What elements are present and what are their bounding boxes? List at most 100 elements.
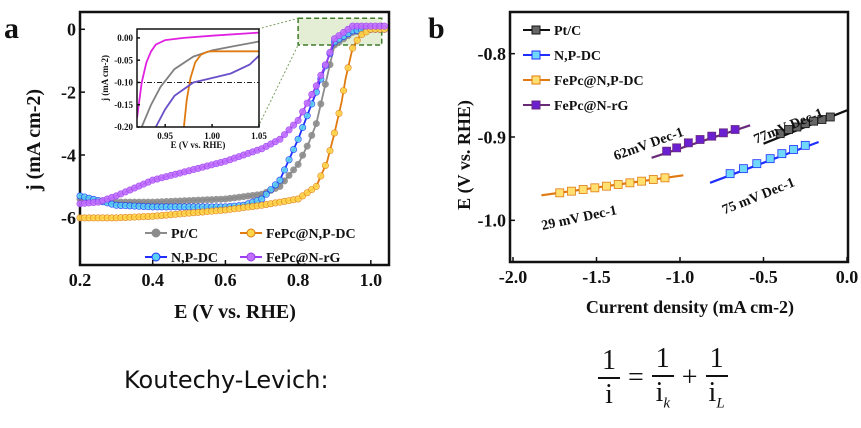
data-point [303,99,311,107]
x-tick-label: 0.2 [69,270,92,290]
x-tick-label: 1.0 [360,270,383,290]
data-point [294,116,302,124]
slope-label: 77mV Dec-1 [752,106,826,147]
data-point [719,128,728,138]
y-tick-label: -2 [61,82,76,102]
legend-marker [246,228,256,238]
panel-label-a: a [4,12,19,45]
y-tick-label: -0.9 [478,127,507,147]
x-tick-label: -1.0 [666,267,695,287]
data-point [299,151,307,159]
zoom-connector [257,44,299,128]
data-point [276,176,284,184]
fit-line-2 [541,174,684,197]
data-point [590,183,600,193]
x-tick-label: 0.4 [141,270,164,290]
data-point [800,140,810,150]
data-point [340,87,348,95]
data-point [335,109,343,117]
figure-svg: a b 0.2 0.4 0.6 0.8 1.00-2-4-6Pt/CN,P-DCFePc… [4,10,859,323]
zoom-connector [257,17,299,30]
eq-equals: = [628,362,644,394]
data-point [672,143,682,153]
legend-label: Pt/C [554,24,581,39]
x-tick-label: 0.6 [214,270,237,290]
data-point [294,135,302,143]
legend-label: FePc@N-rG [554,99,629,114]
data-point [303,142,311,150]
eq-sub-k: k [663,395,671,412]
koutecky-levich-label: Koutechy-Levich: [124,366,329,394]
data-point [308,91,316,99]
eq-den: i [605,379,613,411]
legend-label: Pt/C [171,227,198,242]
plot-frame [78,10,391,267]
eq-num: 1 [705,345,728,377]
data-point [312,82,320,90]
inset-series-line-1 [140,40,259,127]
y-tick-label: -0.15 [114,100,133,110]
data-point [567,186,576,196]
data-point [276,135,284,143]
legend-marker [531,50,541,60]
y-tick-label: -0.20 [114,122,133,132]
inset-bg [137,29,259,127]
data-point [349,44,357,52]
data-point [380,22,388,30]
x-axis-label: Current density (mA cm-2) [586,297,794,318]
data-point [765,154,775,164]
y-tick-label: -0.10 [114,78,133,88]
data-point [683,138,693,148]
data-point [317,71,325,79]
data-point [312,120,320,128]
legend-label: FePc@N,P-DC [554,74,644,89]
data-point [789,145,798,154]
legend-marker [531,75,541,85]
data-point [317,172,325,180]
data-point [326,147,334,155]
y-tick-label: -6 [61,208,76,228]
data-point [578,185,588,194]
x-tick-label: 0.8 [287,270,310,290]
data-point [344,64,352,72]
legend-marker [151,228,161,238]
data-point [294,160,302,168]
eq-num: 1 [598,347,620,380]
chart-b: -2.0 -1.5 -1.0 -0.5 0.0 -0.8 -0.9 -1.0 77mV Dec-… [454,10,859,318]
eq-sub-l: L [716,395,725,412]
inset-series-line-0 [137,31,259,119]
data-point [290,166,298,174]
data-point [285,156,293,164]
data-point [326,48,334,56]
data-point [625,178,635,188]
data-point [707,131,717,141]
legend-marker [531,25,541,35]
data-point [730,125,740,134]
data-point [660,173,670,183]
data-point [262,190,270,198]
data-point [825,112,835,122]
data-point [285,171,293,179]
panel-label-b: b [428,12,445,45]
legend-marker [531,100,541,110]
data-point [299,108,307,116]
legend-label: FePc@N-rG [266,251,341,266]
x-tick-label: 0.0 [836,267,859,287]
eq-plus: + [681,362,698,394]
data-point [321,161,329,169]
slope-label: 29 mV Dec-1 [540,203,618,234]
eq-num: 1 [651,345,674,377]
x-tick-label: 1.05 [251,131,267,141]
x-tick-label: -0.5 [749,267,778,287]
data-point [321,61,329,69]
data-point [695,135,705,144]
x-tick-label: 1.00 [204,131,220,141]
data-point [290,146,298,154]
data-point [752,159,762,169]
y-tick-label: -1.0 [478,211,507,231]
data-point [637,176,646,186]
data-point [725,169,735,179]
eq-den: i [655,377,664,408]
